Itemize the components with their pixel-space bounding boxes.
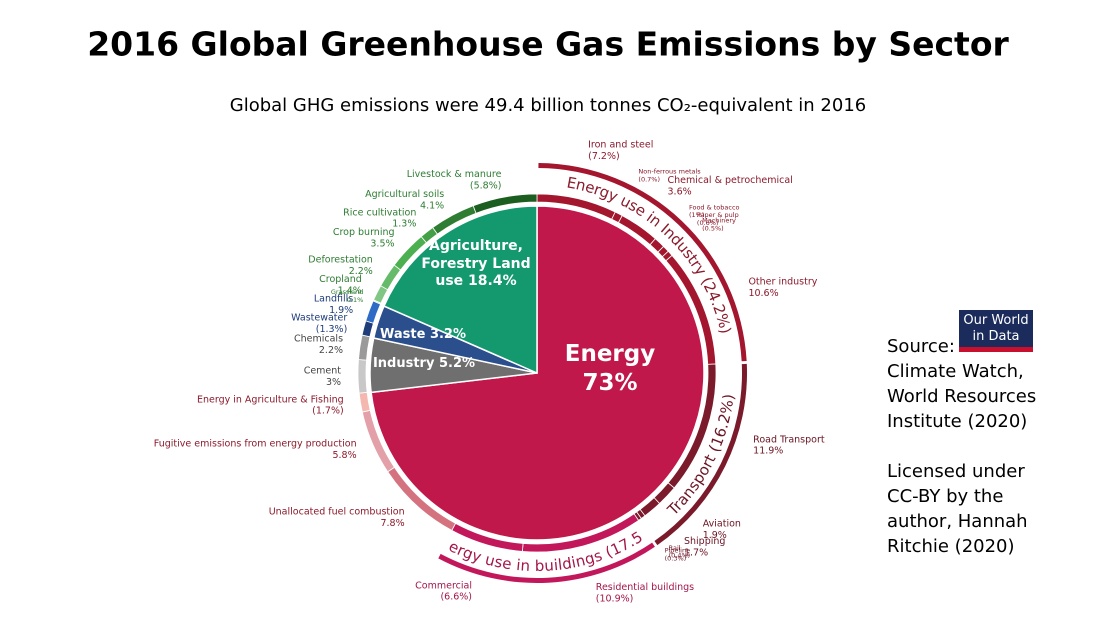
ring-value-label: (1.3%): [316, 324, 348, 335]
ring-value-label: (0.3%): [665, 555, 687, 563]
ring-label: Machinery: [702, 217, 736, 225]
ring-value-label: (5.8%): [470, 180, 502, 191]
slice-name: Energy: [564, 341, 656, 367]
ring-label: Other industry: [748, 277, 817, 288]
ring-label: Cement: [304, 365, 342, 376]
ring-value-label: (7.2%): [588, 151, 620, 162]
source-line: Institute (2020): [887, 411, 1028, 432]
logo: Our World in Data: [959, 310, 1033, 352]
ring-label: Commercial: [415, 580, 472, 591]
ring-value-label: (0.5%): [702, 225, 724, 233]
ring-label: Landfills: [314, 294, 353, 305]
ring-label: Pipeline: [665, 547, 690, 555]
ring-label: Rice cultivation: [343, 207, 416, 218]
source-line: Ritchie (2020): [887, 536, 1015, 557]
source-line: CC-BY by the: [887, 486, 1004, 507]
ring-label: Chemicals: [294, 334, 343, 345]
source-line: Licensed under: [887, 461, 1025, 482]
source-block: Source: Our World in Data Climate Watch,…: [887, 308, 1036, 559]
source-line: World Resources: [887, 386, 1037, 407]
source-line: [887, 434, 1036, 459]
ring-value-label: 5.8%: [332, 450, 356, 461]
ring-label: Aviation: [703, 518, 741, 529]
slice-label-box: Industry 5.2%: [368, 356, 480, 372]
ring-value-label: 1.9%: [329, 305, 353, 316]
group-arc: [438, 542, 655, 583]
slice-name: Industry: [372, 356, 435, 371]
ring-value-label: 1.4%: [338, 285, 362, 296]
ring-value-label: 7.8%: [380, 518, 404, 529]
group-arc: [654, 363, 747, 546]
ring-segment: [358, 391, 371, 413]
source-label: Source:: [887, 336, 955, 357]
ring-value-label: (10.9%): [596, 593, 634, 604]
ring-label: Food & tobacco: [689, 203, 740, 211]
slice-label-box: Agriculture, Forestry Land use 18.4%: [420, 238, 532, 291]
ring-value-label: 3.5%: [370, 239, 394, 250]
ring-value-label: 1.3%: [392, 219, 416, 230]
ring-segment: [472, 193, 538, 214]
ring-label: Energy in Agriculture & Fishing: [197, 394, 344, 405]
slice-name: Waste: [379, 327, 426, 342]
ring-value-label: 0.1%: [347, 296, 364, 304]
ring-value-label: (0.7%): [638, 175, 660, 183]
ring-value-label: 2.2%: [349, 266, 373, 277]
slice-label: Waste 3.2%: [378, 327, 468, 343]
pie-slice: [383, 205, 538, 375]
ring-label: Agricultural soils: [365, 189, 444, 200]
ring-value-label: (0.6%): [697, 219, 719, 227]
ring-label: Residential buildings: [596, 582, 694, 593]
ring-value-label: 1.7%: [684, 547, 708, 558]
chart-title: 2016 Global Greenhouse Gas Emissions by …: [87, 25, 1009, 64]
ring-value-label: 11.9%: [753, 446, 783, 457]
source-line: author, Hannah: [887, 511, 1028, 532]
ring-label: Iron and steel: [588, 140, 653, 151]
source-lines: Climate Watch, World Resources Institute (…: [887, 359, 1036, 559]
ring-value-label: (0.4%): [669, 552, 691, 560]
slice-name: Agriculture, Forestry Land use: [421, 238, 531, 289]
slice-value: 3.2%: [429, 327, 466, 342]
ring-value-label: 4.1%: [420, 201, 444, 212]
ring-segment: [357, 359, 368, 394]
ring-value-label: (1.7%): [312, 406, 344, 417]
ring-label: Grassland: [331, 288, 364, 296]
ring-label: Wastewater: [291, 312, 347, 323]
ring-label: Road Transport: [753, 434, 825, 445]
logo-text: in Data: [972, 329, 1020, 344]
ring-label: Non-ferrous metals: [638, 168, 701, 176]
slice-label: Industry 5.2%: [368, 356, 480, 372]
slice-value: 73%: [582, 369, 638, 396]
ring-value-label: (1%): [689, 211, 704, 219]
slice-label-box: Waste 3.2%: [378, 327, 468, 343]
ring-label: Rail: [669, 544, 681, 552]
ring-label: Crop burning: [333, 227, 395, 238]
ring-label: Paper & pulp: [697, 211, 739, 219]
slice-label: Energy 73%: [555, 340, 665, 398]
ring-value-label: 2.2%: [319, 345, 343, 356]
ring-label: Cropland: [319, 274, 362, 285]
source-line: Climate Watch,: [887, 361, 1024, 382]
ring-value-label: (6.6%): [440, 592, 472, 603]
chart-subtitle: Global GHG emissions were 49.4 billion t…: [230, 95, 866, 116]
ring-label: Livestock & manure: [407, 169, 502, 180]
ring-value-label: 3%: [326, 377, 341, 388]
ring-value-label: 10.6%: [748, 288, 778, 299]
ring-label: Deforestation: [308, 255, 373, 266]
ring-value-label: 3.6%: [668, 186, 692, 197]
ring-label: Unallocated fuel combustion: [269, 506, 405, 517]
ring-label: Fugitive emissions from energy productio…: [154, 439, 357, 450]
slice-label-box: Energy 73%: [555, 340, 665, 398]
logo-text: Our World: [963, 313, 1029, 328]
slice-label: Agriculture, Forestry Land use 18.4%: [420, 238, 532, 291]
ring-label: Chemical & petrochemical: [668, 175, 793, 186]
ring-value-label: 1.9%: [703, 530, 727, 541]
slice-value: 5.2%: [438, 356, 476, 371]
slice-value: 18.4%: [468, 273, 517, 289]
ring-label: Shipping: [684, 536, 725, 547]
ring-segment: [361, 320, 374, 338]
